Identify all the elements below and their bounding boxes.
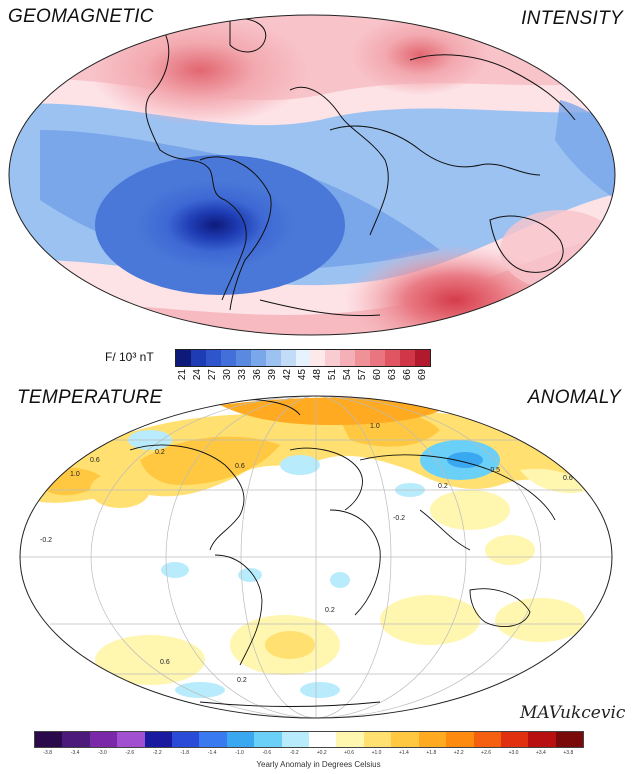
temperature-tick-label: +1.0	[371, 750, 382, 756]
temperature-colorbar	[34, 731, 584, 748]
temperature-colorbar-swatch	[62, 732, 90, 747]
geomagnetic-colorbar-swatch	[250, 350, 266, 366]
geomagnetic-tick-label: 21	[176, 369, 188, 381]
geomagnetic-tick-label: 69	[417, 369, 429, 381]
temperature-colorbar-swatch	[35, 732, 63, 747]
geomagnetic-colorbar-swatch	[355, 350, 371, 366]
geomagnetic-colorbar-swatch	[265, 350, 281, 366]
geomagnetic-tick-label: 42	[281, 369, 293, 381]
contour-label: 0.2	[325, 607, 335, 614]
temperature-colorbar-swatch	[446, 732, 474, 747]
contour-label: 0.6	[235, 463, 245, 470]
temperature-tick-label: +3.0	[508, 750, 519, 756]
temperature-tick-label: +2.2	[453, 750, 464, 756]
temperature-tick-label: -3.4	[70, 750, 80, 756]
geomagnetic-tick-label: 27	[206, 369, 218, 381]
geomagnetic-tick-label: 63	[387, 369, 399, 381]
temperature-tick-label: -1.0	[235, 750, 244, 756]
contour-label: -0.5	[488, 467, 500, 474]
geomagnetic-colorbar-swatch	[325, 350, 341, 366]
temperature-tick-label: +2.6	[481, 750, 492, 756]
temperature-tick-label: -2.2	[152, 750, 162, 756]
geomagnetic-tick-label: 36	[251, 369, 263, 381]
temperature-tick-label: +1.8	[426, 750, 437, 756]
contour-label: 0.6	[563, 475, 573, 482]
temperature-colorbar-swatch	[199, 732, 227, 747]
temperature-tick-label: +3.8	[563, 750, 574, 756]
geomagnetic-colorbar-swatch	[280, 350, 296, 366]
geomagnetic-colorbar	[175, 349, 431, 367]
geomagnetic-colorbar-swatch	[176, 350, 191, 366]
temperature-tick-label: +0.2	[316, 750, 327, 756]
temperature-title: TEMPERATURE	[17, 387, 163, 408]
geomagnetic-colorbar-swatch	[385, 350, 401, 366]
geomagnetic-tick-label: 39	[266, 369, 278, 381]
geomagnetic-colorbar-swatch	[340, 350, 356, 366]
temperature-colorbar-swatch	[226, 732, 255, 747]
temperature-tick-label: -3.8	[43, 750, 52, 756]
geomagnetic-tick-label: 57	[357, 369, 369, 381]
geomagnetic-colorbar-swatch	[415, 350, 430, 366]
temperature-tick-label: -3.0	[98, 750, 107, 756]
temperature-tick-label: -1.4	[207, 750, 217, 756]
contour-label: 0.6	[90, 457, 100, 464]
contour-label: -0.2	[40, 537, 52, 544]
geomagnetic-tick-label: 33	[236, 369, 248, 381]
temperature-colorbar-swatch	[254, 732, 282, 747]
temperature-colorbar-swatch	[363, 732, 392, 747]
temperature-colorbar-swatch	[555, 732, 584, 747]
temperature-tick-label: -2.6	[125, 750, 135, 756]
geomagnetic-tick-label: 51	[327, 369, 339, 381]
contour-label: -0.2	[393, 515, 405, 522]
geomagnetic-title: GEOMAGNETIC	[8, 6, 154, 27]
contour-label: 1.0	[70, 471, 80, 478]
geomagnetic-tick-label: 54	[342, 369, 354, 381]
contour-label: 0.2	[237, 677, 247, 684]
author-signature: MAVukcevic	[520, 703, 626, 723]
geomagnetic-tick-label: 30	[221, 369, 233, 381]
temperature-anomaly-map: 1.0 0.6 0.2 -0.2 0.6 1.0 -0.5 0.2 0.6 -0…	[19, 395, 613, 719]
temperature-colorbar-swatch	[336, 732, 364, 747]
temperature-tick-label: +0.6	[344, 750, 355, 756]
temperature-colorbar-swatch	[144, 732, 173, 747]
temperature-legend-ticks: -3.8 -3.4 -3.0 -2.6 -2.2 -1.8 -1.4 -1.0 -0.6 -0.2…	[34, 750, 584, 758]
geomagnetic-legend-label: F/ 10³ nT	[105, 350, 154, 364]
temperature-colorbar-swatch	[500, 732, 529, 747]
temperature-colorbar-swatch	[528, 732, 556, 747]
geomagnetic-tick-label: 24	[191, 369, 203, 381]
temperature-tick-label: +3.4	[535, 750, 546, 756]
temperature-tick-label: -0.6	[262, 750, 272, 756]
contour-label: 1.0	[370, 423, 380, 430]
temperature-tick-label: -0.2	[289, 750, 299, 756]
anomaly-title: ANOMALY	[527, 387, 621, 408]
temperature-colorbar-swatch	[391, 732, 419, 747]
geomagnetic-tick-label: 45	[297, 369, 308, 381]
geomagnetic-tick-label: 66	[402, 369, 414, 381]
temperature-colorbar-swatch	[418, 732, 447, 747]
intensity-title: INTENSITY	[521, 8, 623, 29]
geomagnetic-colorbar-swatch	[220, 350, 236, 366]
temperature-colorbar-swatch	[309, 732, 337, 747]
geomagnetic-tick-label: 60	[372, 369, 384, 381]
geomagnetic-colorbar-swatch	[205, 350, 221, 366]
geomagnetic-colorbar-swatch	[235, 350, 251, 366]
contour-label: 0.6	[160, 659, 170, 666]
temperature-colorbar-swatch	[281, 732, 310, 747]
temperature-colorbar-swatch	[172, 732, 200, 747]
geomagnetic-colorbar-swatch	[400, 350, 415, 366]
geomagnetic-intensity-map	[8, 14, 616, 336]
geomagnetic-colorbar-swatch	[370, 350, 386, 366]
geomagnetic-tick-label: 48	[312, 369, 324, 381]
contour-label: 0.2	[155, 449, 165, 456]
geomagnetic-colorbar-swatch	[295, 350, 311, 366]
geomagnetic-colorbar-swatch	[190, 350, 206, 366]
temperature-tick-label: -1.8	[180, 750, 189, 756]
temperature-colorbar-swatch	[473, 732, 501, 747]
geomagnetic-colorbar-swatch	[310, 350, 326, 366]
temperature-colorbar-swatch	[89, 732, 118, 747]
contour-label: 0.2	[438, 483, 448, 490]
temperature-legend-caption: Yearly Anomaly in Degrees Celsius	[256, 760, 381, 769]
temperature-colorbar-swatch	[117, 732, 145, 747]
temperature-tick-label: +1.4	[398, 750, 409, 756]
